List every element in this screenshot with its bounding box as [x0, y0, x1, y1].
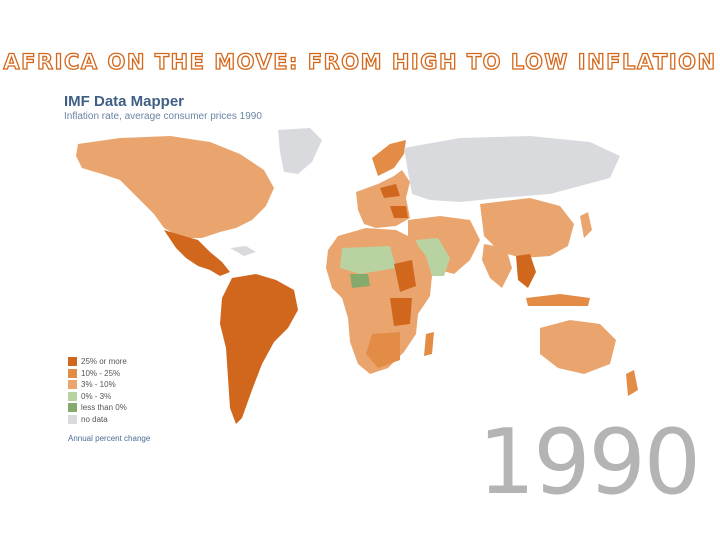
- map-brand: IMF Data Mapper: [64, 93, 185, 110]
- slide-title-text: AFRICA ON THE MOVE: FROM HIGH TO LOW INF…: [3, 49, 717, 74]
- west-africa-negative: [350, 274, 370, 288]
- southeast-asia: [516, 254, 536, 288]
- year-label: 1990: [478, 410, 701, 515]
- middle-east: [408, 216, 480, 274]
- legend-label: 3% - 10%: [81, 380, 116, 390]
- caribbean: [230, 246, 256, 256]
- map-legend: 25% or more 10% - 25% 3% - 10% 0% - 3% l…: [68, 356, 127, 425]
- mexico-central-america: [164, 230, 230, 276]
- legend-label: less than 0%: [81, 403, 127, 413]
- scandinavia: [372, 140, 406, 176]
- new-zealand: [626, 370, 638, 396]
- north-america: [76, 136, 274, 238]
- legend-swatch: [68, 368, 77, 378]
- greenland: [278, 128, 322, 174]
- legend-swatch: [68, 391, 77, 401]
- south-america: [220, 274, 298, 424]
- europe: [356, 170, 410, 228]
- sahel-low: [340, 246, 396, 274]
- australia: [540, 320, 616, 374]
- legend-item: 10% - 25%: [68, 368, 127, 380]
- india: [482, 244, 512, 288]
- slide-title: AFRICA ON THE MOVE: FROM HIGH TO LOW INF…: [0, 49, 720, 74]
- russia: [404, 136, 620, 202]
- madagascar: [424, 332, 434, 356]
- map-subtitle: Inflation rate, average consumer prices …: [64, 111, 262, 122]
- legend-note: Annual percent change: [68, 434, 151, 443]
- legend-item: no data: [68, 414, 127, 426]
- legend-label: 0% - 3%: [81, 391, 112, 401]
- legend-swatch: [68, 380, 77, 390]
- japan: [580, 212, 592, 238]
- legend-swatch: [68, 414, 77, 424]
- southern-africa: [366, 332, 400, 368]
- eastern-europe-high: [380, 184, 400, 198]
- balkans-high: [390, 206, 408, 218]
- legend-item: less than 0%: [68, 402, 127, 414]
- world-inflation-map: [76, 128, 638, 424]
- china: [480, 198, 574, 258]
- legend-item: 3% - 10%: [68, 379, 127, 391]
- legend-swatch: [68, 357, 77, 367]
- legend-label: no data: [81, 414, 108, 424]
- legend-swatch: [68, 403, 77, 413]
- legend-label: 25% or more: [81, 357, 127, 367]
- east-africa-high: [390, 298, 412, 326]
- sudan-high: [394, 260, 416, 292]
- legend-item: 0% - 3%: [68, 391, 127, 403]
- legend-item: 25% or more: [68, 356, 127, 368]
- legend-label: 10% - 25%: [81, 368, 121, 378]
- indonesia: [526, 294, 590, 306]
